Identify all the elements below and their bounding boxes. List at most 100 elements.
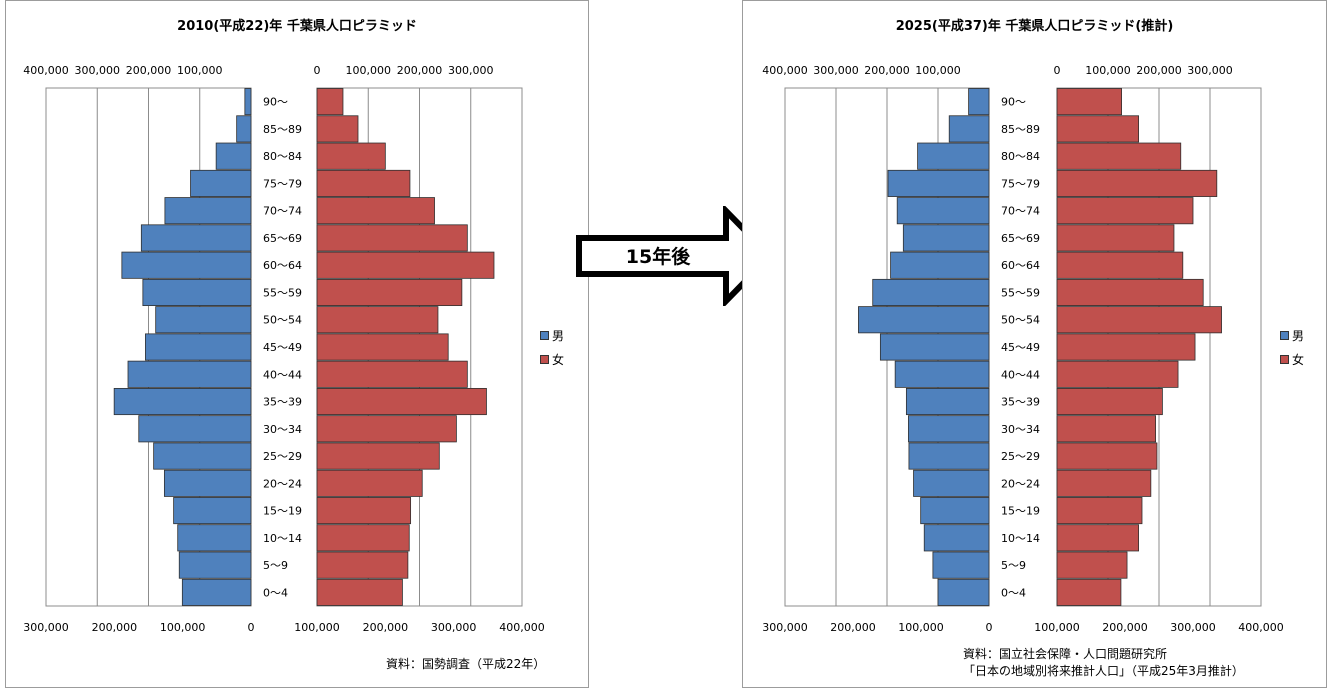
age-group-label: 75～79 <box>263 177 302 190</box>
axis-tick-label: 300,000 <box>448 64 494 77</box>
axis-tick-label: 300,000 <box>1187 64 1233 77</box>
bar-female <box>1056 169 1218 197</box>
age-group-label: 20～24 <box>1001 477 1040 490</box>
bar-female <box>316 306 439 334</box>
age-group-label: 60～64 <box>263 259 302 272</box>
age-group-label: 45～49 <box>263 341 302 354</box>
bar-male <box>190 169 252 197</box>
bar-female <box>316 333 449 361</box>
bar-female <box>1056 251 1184 279</box>
legend-female-swatch <box>540 354 549 364</box>
age-group-label: 10～14 <box>263 532 302 545</box>
axis-tick-label: 100,000 <box>1085 64 1131 77</box>
age-group-label: 85～89 <box>263 123 302 136</box>
bar-male <box>244 88 252 116</box>
bar-female <box>1056 524 1139 552</box>
axis-tick-label: 200,000 <box>397 64 443 77</box>
bar-female <box>1056 333 1196 361</box>
bar-male <box>894 360 990 388</box>
bar-female <box>1056 306 1222 334</box>
age-group-label: 80～84 <box>263 150 302 163</box>
axis-tick-label: 100,000 <box>346 64 392 77</box>
age-group-label: 20～24 <box>263 477 302 490</box>
age-group-label: 15～19 <box>1001 505 1040 518</box>
bar-male <box>905 387 990 416</box>
bar-male <box>164 197 252 225</box>
age-group-label: 40～44 <box>263 368 302 381</box>
legend: 男 女 <box>1280 323 1304 371</box>
bar-male <box>902 224 990 252</box>
legend-male-label: 男 <box>552 328 565 343</box>
age-group-label: 35～39 <box>1001 396 1040 409</box>
bar-male <box>127 360 252 388</box>
axis-tick-label: 300,000 <box>762 621 808 634</box>
age-group-label: 70～74 <box>263 205 302 218</box>
axis-tick-label: 0 <box>314 64 321 77</box>
bar-male <box>908 442 990 470</box>
arrow-label: 15年後 <box>625 246 691 268</box>
bar-female <box>1056 442 1158 470</box>
bar-female <box>1056 578 1122 606</box>
bar-male <box>858 306 990 334</box>
age-group-label: 85～89 <box>1001 123 1040 136</box>
age-group-label: 10～14 <box>1001 532 1040 545</box>
age-group-label: 50～54 <box>263 314 302 327</box>
bar-male <box>879 333 990 361</box>
axis-tick-label: 300,000 <box>75 64 121 77</box>
bar-female <box>316 142 386 170</box>
bar-female <box>316 224 468 252</box>
bar-female <box>316 115 359 143</box>
legend-female: 女 <box>540 347 564 371</box>
axis-tick-label: 200,000 <box>363 621 409 634</box>
bar-male <box>215 142 252 170</box>
age-group-label: 40～44 <box>1001 368 1040 381</box>
bar-female <box>316 251 495 279</box>
axis-tick-label: 300,000 <box>813 64 859 77</box>
bar-female <box>1056 360 1179 388</box>
age-group-label: 55～59 <box>1001 286 1040 299</box>
age-group-label: 30～34 <box>263 423 302 436</box>
bar-female <box>1056 415 1156 443</box>
chart-panel-2010: 2010(平成22)年 千葉県人口ピラミッド 400,000 300,000 200… <box>5 0 589 688</box>
bar-female <box>316 360 468 388</box>
age-group-label: 90～ <box>263 96 288 109</box>
legend-male-swatch <box>540 330 549 340</box>
source-note-line: 「日本の地域別将来推計人口」（平成25年3月推計） <box>963 664 1244 678</box>
bar-female <box>316 497 412 525</box>
age-group-label: 65～69 <box>263 232 302 245</box>
axis-tick-label: 0 <box>986 621 993 634</box>
bar-male <box>142 278 252 307</box>
axis-tick-label: 100,000 <box>915 64 961 77</box>
legend-male: 男 <box>1280 323 1304 347</box>
legend-male: 男 <box>540 323 564 347</box>
bar-male <box>177 524 252 552</box>
pyramid-chart-2010: 400,000 300,000 200,000 100,000 0 100,000 200,… <box>23 64 545 634</box>
axis-tick-label: 100,000 <box>177 64 223 77</box>
age-group-label: 90～ <box>1001 96 1026 109</box>
chart-title: 2010(平成22)年 千葉県人口ピラミッド <box>177 19 417 34</box>
bar-female <box>1056 387 1163 416</box>
age-group-label: 0～4 <box>263 586 288 599</box>
bar-female <box>1056 497 1143 525</box>
bar-male <box>163 469 252 497</box>
axis-tick-label: 300,000 <box>431 621 477 634</box>
bar-male <box>890 251 990 279</box>
axis-tick-label: 300,000 <box>1170 621 1216 634</box>
age-group-label: 65～69 <box>1001 232 1040 245</box>
bar-male <box>932 551 990 579</box>
source-note: 資料：国立社会保障・人口問題研究所 「日本の地域別将来推計人口」（平成25年3月… <box>963 646 1244 680</box>
age-group-label: 60～64 <box>1001 259 1040 272</box>
age-group-label: 70～74 <box>1001 205 1040 218</box>
axis-tick-label: 200,000 <box>830 621 876 634</box>
bar-male <box>917 142 990 170</box>
age-group-label: 50～54 <box>1001 314 1040 327</box>
legend-female-label: 女 <box>552 352 565 367</box>
bar-female <box>316 442 440 470</box>
axis-tick-label: 100,000 <box>294 621 340 634</box>
source-note-line: 資料：国勢調査（平成22年） <box>386 657 546 671</box>
axis-tick-label: 200,000 <box>126 64 172 77</box>
bar-male <box>948 115 990 143</box>
bar-male <box>887 169 990 197</box>
bar-male <box>178 551 252 579</box>
bar-male <box>937 578 990 606</box>
